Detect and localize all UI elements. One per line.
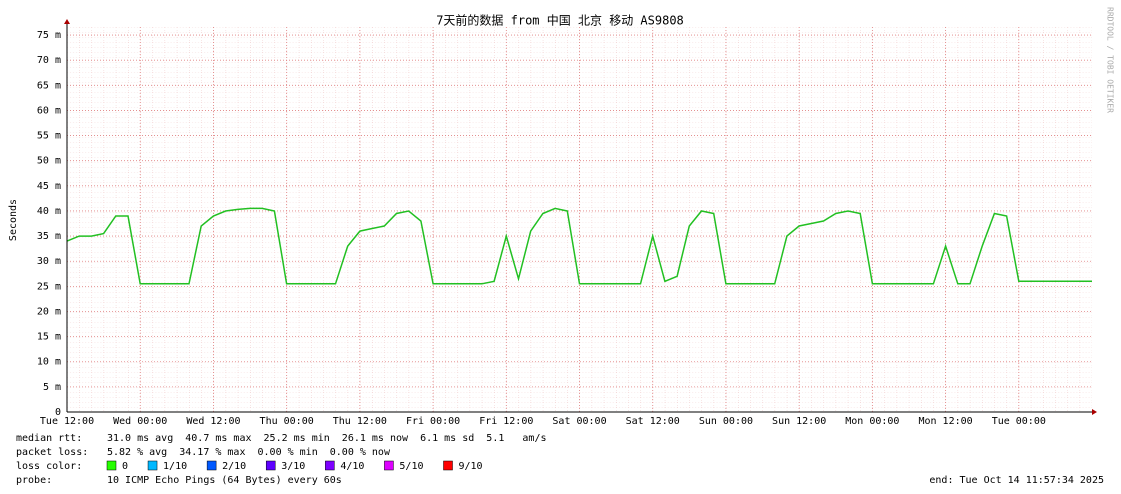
y-tick-label: 0 <box>55 407 61 418</box>
median-label: median rtt: <box>16 433 82 444</box>
y-tick-label: 35 m <box>37 231 61 242</box>
x-arrow <box>1092 409 1097 415</box>
loss-item-label: 3/10 <box>281 461 305 472</box>
loss-swatch <box>325 460 335 471</box>
x-tick-label: Mon 00:00 <box>845 416 899 427</box>
y-tick-label: 55 m <box>37 131 61 142</box>
x-tick-label: Wed 00:00 <box>113 416 167 427</box>
probe-text: 10 ICMP Echo Pings (64 Bytes) every 60s <box>107 475 342 486</box>
probe-label: probe: <box>16 475 52 486</box>
loss-item-label: 9/10 <box>459 461 483 472</box>
y-arrow <box>64 19 70 24</box>
y-tick-label: 40 m <box>37 206 61 217</box>
y-tick-label: 65 m <box>37 80 61 91</box>
y-tick-label: 10 m <box>37 357 61 368</box>
loss-swatch <box>443 460 453 471</box>
y-tick-label: 70 m <box>37 55 61 66</box>
loss-swatch <box>384 460 394 471</box>
y-tick-label: 15 m <box>37 332 61 343</box>
x-tick-label: Tue 12:00 <box>40 416 94 427</box>
loss-swatch <box>265 460 276 471</box>
chart-title: 7天前的数据 from 中国 北京 移动 AS9808 <box>436 13 684 28</box>
watermark: RRDTOOL / TOBI OETIKER <box>1106 7 1115 113</box>
x-tick-label: Thu 12:00 <box>333 416 387 427</box>
loss-color-label: loss color: <box>16 461 82 472</box>
loss-legend: 0 1/10 2/10 3/10 4/10 5/10 9/10 <box>106 460 483 472</box>
y-tick-label: 30 m <box>37 256 61 267</box>
y-tick-label: 75 m <box>37 30 61 41</box>
y-tick-label: 60 m <box>37 105 61 116</box>
loss-text: 5.82 % avg 34.17 % max 0.00 % min 0.00 %… <box>107 447 391 458</box>
loss-item-label: 2/10 <box>222 461 246 472</box>
y-tick-label: 20 m <box>37 306 61 317</box>
x-tick-label: Sun 12:00 <box>772 416 826 427</box>
x-tick-label: Thu 00:00 <box>260 416 314 427</box>
y-axis-label: Seconds <box>8 199 19 241</box>
loss-swatch <box>147 460 158 471</box>
loss-swatch <box>106 460 117 471</box>
y-tick-label: 5 m <box>43 382 61 393</box>
x-tick-label: Fri 12:00 <box>479 416 533 427</box>
y-tick-label: 50 m <box>37 156 61 167</box>
rtt-line <box>66 207 1092 285</box>
loss-item-label: 0 <box>122 461 128 472</box>
loss-item-label: 4/10 <box>340 461 364 472</box>
loss-item-label: 1/10 <box>163 461 187 472</box>
plot <box>66 207 1092 285</box>
y-tick-label: 25 m <box>37 281 61 292</box>
x-tick-label: Sat 00:00 <box>552 416 606 427</box>
x-tick-label: Fri 00:00 <box>406 416 460 427</box>
x-tick-label: Tue 00:00 <box>992 416 1046 427</box>
x-tick-label: Sun 00:00 <box>699 416 753 427</box>
x-tick-label: Wed 12:00 <box>186 416 240 427</box>
median-text: 31.0 ms avg 40.7 ms max 25.2 ms min 26.1… <box>107 433 547 444</box>
x-tick-label: Sat 12:00 <box>626 416 680 427</box>
x-tick-label: Mon 12:00 <box>918 416 972 427</box>
loss-swatch <box>206 460 217 471</box>
end-time: end: Tue Oct 14 11:57:34 2025 <box>929 475 1104 486</box>
loss-label: packet loss: <box>16 447 88 458</box>
loss-item-label: 5/10 <box>399 461 423 472</box>
y-tick-label: 45 m <box>37 181 61 192</box>
